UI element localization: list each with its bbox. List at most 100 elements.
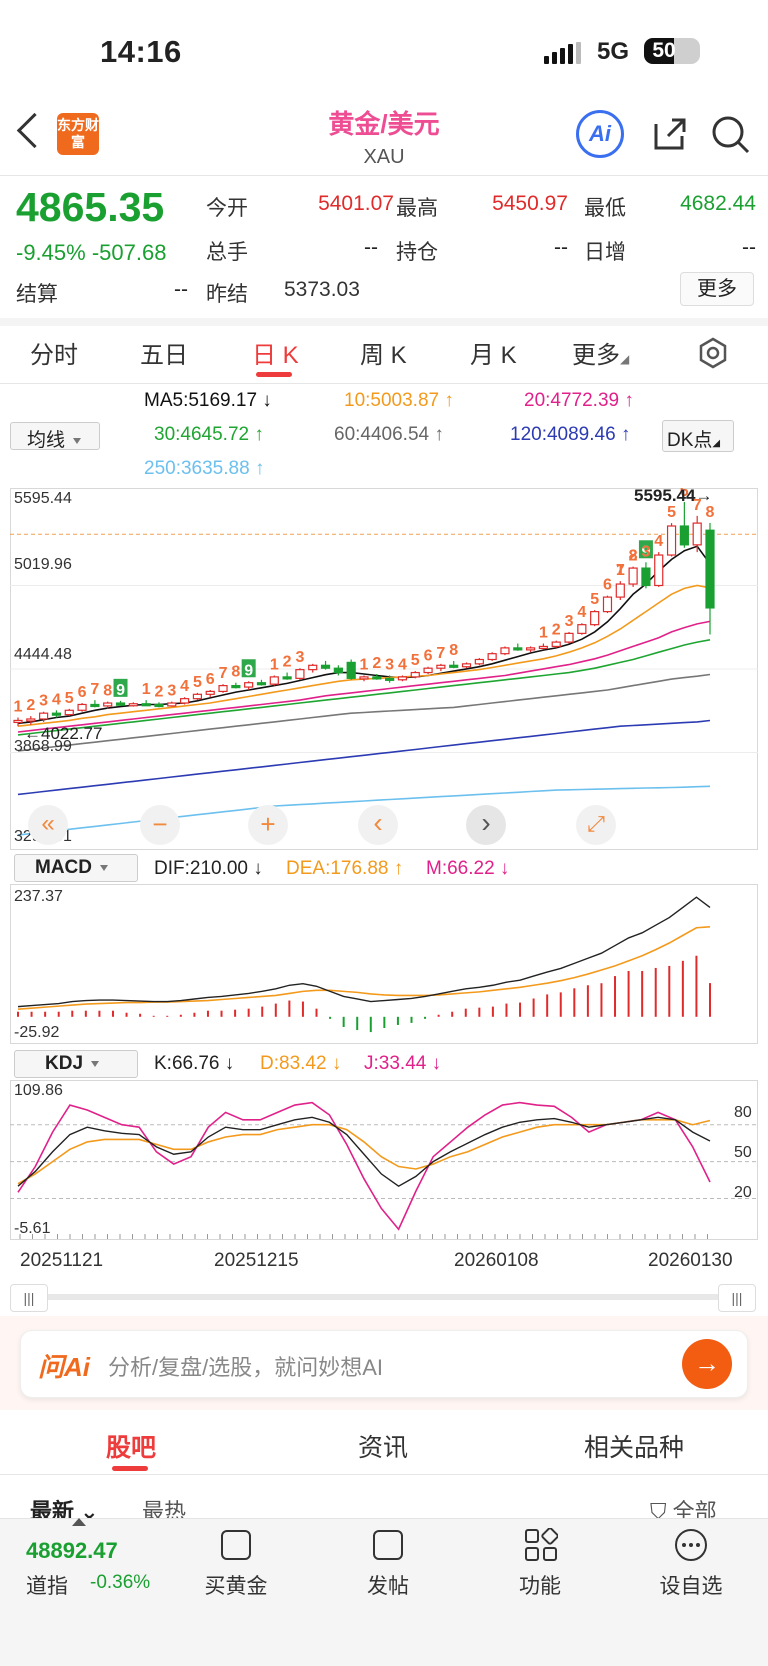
dk-point-label: DK点 — [667, 430, 713, 451]
nav-post[interactable]: 发帖 — [367, 1575, 409, 1598]
candle-body — [205, 690, 215, 695]
tab-forum[interactable]: 股吧 — [106, 1434, 157, 1462]
nav-add-watchlist[interactable]: 设自选 — [659, 1575, 723, 1598]
macd-chart[interactable] — [10, 884, 758, 1044]
min-price-value: 4022.77 — [41, 724, 103, 743]
ask-ai-logo: 问Ai — [38, 1352, 91, 1382]
settings-icon[interactable] — [696, 336, 730, 370]
candle-body — [666, 525, 677, 556]
macd-selector[interactable]: MACD — [14, 854, 138, 882]
candle-body — [26, 718, 36, 722]
td-label: 6 — [206, 671, 215, 688]
candle-body — [154, 703, 164, 708]
macd-y-bottom: -25.92 — [14, 1024, 60, 1041]
candle-body — [692, 522, 702, 546]
candle-body — [590, 611, 600, 626]
candle-body — [192, 693, 203, 700]
k-line — [17, 1116, 711, 1188]
grid-icon[interactable] — [524, 1528, 558, 1562]
candle-body — [103, 702, 113, 707]
candle-body — [679, 525, 689, 546]
chart-icon[interactable] — [221, 1530, 251, 1560]
search-icon[interactable] — [710, 114, 752, 156]
td-label: 9 — [116, 682, 125, 699]
candle-body — [282, 676, 292, 680]
td-label: 4 — [654, 533, 663, 550]
tab-intraday[interactable]: 分时 — [30, 342, 78, 369]
td-label: 2 — [629, 548, 638, 565]
zoom-out-button[interactable]: − — [140, 805, 180, 845]
kdj-chart[interactable] — [10, 1080, 758, 1240]
tab-related[interactable]: 相关品种 — [584, 1434, 685, 1462]
nav-expand-icon[interactable] — [72, 1518, 86, 1526]
tab-weekly-k[interactable]: 周 K — [360, 342, 407, 369]
ai-assistant-button[interactable]: Ai — [576, 110, 624, 158]
td-label: 2 — [26, 697, 35, 714]
daily-increase-value: -- — [742, 236, 756, 259]
edit-icon[interactable] — [373, 1530, 403, 1560]
scroll-left-button[interactable]: ‹ — [358, 805, 398, 845]
nav-buy-gold[interactable]: 买黄金 — [204, 1575, 268, 1598]
ask-ai-input[interactable] — [20, 1330, 748, 1398]
network-label: 5G — [597, 38, 630, 65]
ma-line-ma250 — [17, 785, 711, 836]
more-dots-icon[interactable] — [674, 1528, 708, 1562]
candle-body — [64, 709, 74, 716]
range-slider-left-handle[interactable]: ||| — [10, 1284, 48, 1312]
dk-point-button[interactable]: DK点◢ — [662, 420, 734, 452]
tab-daily-k[interactable]: 日 K — [252, 342, 299, 369]
candle-body — [423, 667, 433, 674]
more-quote-button[interactable]: 更多 — [680, 272, 754, 306]
tab-active-indicator — [256, 372, 292, 377]
td-9-badge — [241, 659, 256, 678]
tab-more[interactable]: 更多◢ — [572, 342, 630, 369]
kdj-selector[interactable]: KDJ — [14, 1050, 138, 1078]
ask-ai-placeholder: 分析/复盘/选股，就问妙想AI — [108, 1355, 384, 1380]
td-label: 7 — [436, 645, 445, 662]
macd-dif: DIF:210.00 ↓ — [154, 858, 263, 879]
tab-more-label: 更多 — [572, 342, 620, 369]
settle-label: 结算 — [16, 283, 58, 306]
candle-body — [308, 664, 318, 671]
kdj-k: K:66.76 ↓ — [154, 1053, 235, 1074]
volume-value: -- — [364, 236, 378, 259]
range-slider-track[interactable] — [14, 1294, 754, 1300]
scroll-right-button[interactable]: › — [466, 805, 506, 845]
candle-body — [141, 703, 151, 707]
ask-ai-send-button[interactable]: → — [682, 1339, 732, 1389]
td-label: 4 — [52, 691, 61, 708]
fullscreen-button[interactable]: ⤢ — [576, 805, 616, 845]
index-name[interactable]: 道指 — [26, 1575, 68, 1598]
date-label-3: 20260108 — [454, 1250, 539, 1271]
scroll-start-button[interactable]: « — [28, 805, 68, 845]
td-label: 3 — [641, 543, 650, 560]
nav-functions[interactable]: 功能 — [519, 1575, 561, 1598]
td-label: 3 — [385, 656, 394, 673]
range-slider-right-handle[interactable]: ||| — [718, 1284, 756, 1312]
ma30-value: 30:4645.72 ↑ — [154, 424, 264, 445]
prev-settle-value: 5373.03 — [284, 278, 360, 301]
kdj-d: D:83.42 ↓ — [260, 1053, 342, 1074]
candle-body — [179, 698, 190, 704]
td-label: 7 — [693, 497, 702, 514]
candle-body — [397, 676, 408, 681]
candle-body — [538, 645, 549, 650]
tab-news[interactable]: 资讯 — [358, 1434, 409, 1462]
kdj-chart-frame — [10, 1080, 758, 1240]
candle-body — [218, 685, 228, 693]
tab-five-day[interactable]: 五日 — [140, 342, 188, 369]
min-price-marker: ←4022.77 — [24, 724, 103, 743]
macd-m: M:66.22 ↓ — [426, 858, 510, 879]
td-label: 3 — [167, 683, 176, 700]
indicator-selector[interactable]: 均线 — [10, 422, 100, 451]
y-label-top: 5595.44 — [14, 490, 72, 507]
signal-icon — [544, 42, 584, 64]
page-subtitle: XAU — [363, 146, 405, 168]
tab-monthly-k[interactable]: 月 K — [470, 342, 517, 369]
dif-line — [17, 896, 711, 1008]
share-icon[interactable] — [650, 114, 690, 154]
kdj-ref-80: 80 — [734, 1104, 752, 1121]
index-value[interactable]: 48892.47 — [26, 1538, 118, 1563]
zoom-in-button[interactable]: + — [248, 805, 288, 845]
